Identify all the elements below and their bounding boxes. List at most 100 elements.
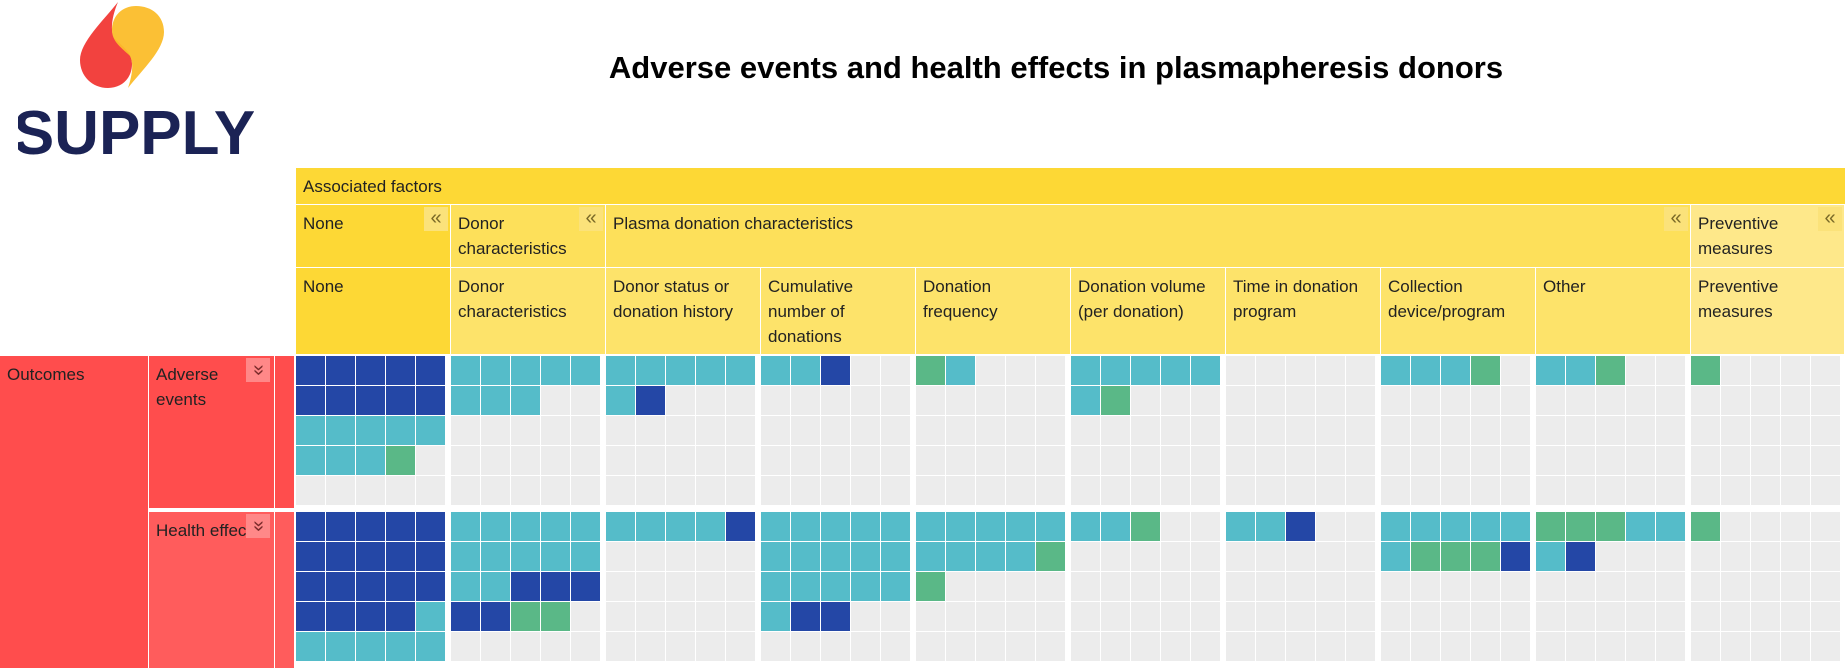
evidence-square[interactable] [881, 572, 910, 601]
evidence-square[interactable] [416, 356, 445, 385]
evidence-square[interactable] [326, 542, 355, 571]
evidence-square[interactable] [571, 512, 600, 541]
evidence-square[interactable] [636, 512, 665, 541]
evidence-square[interactable] [1101, 512, 1130, 541]
evidence-square[interactable] [1471, 542, 1500, 571]
evidence-square[interactable] [1536, 512, 1565, 541]
evidence-square[interactable] [916, 542, 945, 571]
evidence-square[interactable] [416, 572, 445, 601]
evidence-square[interactable] [356, 632, 385, 661]
evidence-square[interactable] [1131, 356, 1160, 385]
evidence-square[interactable] [356, 386, 385, 415]
evidence-square[interactable] [1536, 542, 1565, 571]
evidence-square[interactable] [1596, 356, 1625, 385]
evidence-square[interactable] [1071, 356, 1100, 385]
evidence-square[interactable] [571, 572, 600, 601]
evidence-square[interactable] [571, 542, 600, 571]
evidence-square[interactable] [356, 512, 385, 541]
evidence-square[interactable] [1566, 512, 1595, 541]
evidence-square[interactable] [1656, 512, 1685, 541]
evidence-square[interactable] [326, 512, 355, 541]
evidence-square[interactable] [386, 572, 415, 601]
evidence-square[interactable] [1381, 512, 1410, 541]
evidence-square[interactable] [326, 632, 355, 661]
evidence-square[interactable] [451, 356, 480, 385]
evidence-square[interactable] [851, 512, 880, 541]
evidence-square[interactable] [696, 356, 725, 385]
evidence-square[interactable] [356, 356, 385, 385]
evidence-square[interactable] [386, 512, 415, 541]
evidence-square[interactable] [481, 542, 510, 571]
evidence-square[interactable] [511, 572, 540, 601]
evidence-square[interactable] [541, 356, 570, 385]
evidence-square[interactable] [326, 386, 355, 415]
evidence-square[interactable] [1191, 356, 1220, 385]
evidence-square[interactable] [946, 542, 975, 571]
evidence-square[interactable] [761, 602, 790, 631]
evidence-square[interactable] [386, 446, 415, 475]
evidence-square[interactable] [791, 542, 820, 571]
evidence-square[interactable] [881, 542, 910, 571]
evidence-square[interactable] [356, 542, 385, 571]
evidence-square[interactable] [636, 386, 665, 415]
evidence-square[interactable] [386, 356, 415, 385]
evidence-square[interactable] [1691, 356, 1720, 385]
evidence-square[interactable] [481, 572, 510, 601]
evidence-square[interactable] [1286, 512, 1315, 541]
evidence-square[interactable] [451, 512, 480, 541]
evidence-square[interactable] [976, 512, 1005, 541]
evidence-square[interactable] [1006, 512, 1035, 541]
evidence-square[interactable] [386, 416, 415, 445]
evidence-square[interactable] [356, 446, 385, 475]
evidence-square[interactable] [791, 356, 820, 385]
evidence-square[interactable] [541, 572, 570, 601]
evidence-square[interactable] [821, 512, 850, 541]
evidence-square[interactable] [416, 416, 445, 445]
evidence-square[interactable] [511, 386, 540, 415]
evidence-square[interactable] [416, 512, 445, 541]
evidence-square[interactable] [511, 602, 540, 631]
evidence-square[interactable] [1071, 386, 1100, 415]
evidence-square[interactable] [481, 386, 510, 415]
evidence-square[interactable] [1471, 512, 1500, 541]
evidence-square[interactable] [851, 572, 880, 601]
evidence-square[interactable] [451, 542, 480, 571]
evidence-square[interactable] [606, 386, 635, 415]
evidence-square[interactable] [1411, 542, 1440, 571]
evidence-square[interactable] [606, 356, 635, 385]
evidence-square[interactable] [821, 572, 850, 601]
evidence-square[interactable] [571, 356, 600, 385]
evidence-square[interactable] [1131, 512, 1160, 541]
evidence-square[interactable] [1101, 386, 1130, 415]
evidence-square[interactable] [296, 356, 325, 385]
evidence-square[interactable] [821, 542, 850, 571]
evidence-square[interactable] [1566, 542, 1595, 571]
evidence-square[interactable] [481, 356, 510, 385]
evidence-square[interactable] [1036, 512, 1065, 541]
evidence-square[interactable] [1626, 512, 1655, 541]
evidence-square[interactable] [916, 356, 945, 385]
evidence-square[interactable] [386, 632, 415, 661]
evidence-square[interactable] [356, 572, 385, 601]
evidence-square[interactable] [726, 356, 755, 385]
evidence-square[interactable] [761, 542, 790, 571]
evidence-square[interactable] [606, 512, 635, 541]
evidence-square[interactable] [541, 542, 570, 571]
evidence-square[interactable] [976, 542, 1005, 571]
evidence-square[interactable] [296, 572, 325, 601]
evidence-square[interactable] [451, 386, 480, 415]
evidence-square[interactable] [296, 386, 325, 415]
evidence-square[interactable] [696, 512, 725, 541]
evidence-square[interactable] [761, 572, 790, 601]
evidence-square[interactable] [416, 386, 445, 415]
evidence-square[interactable] [916, 512, 945, 541]
collapse-row-button-1[interactable]: » [246, 514, 270, 538]
collapse-group-button-2[interactable]: « [1664, 207, 1688, 231]
collapse-row-button-0[interactable]: » [246, 358, 270, 382]
evidence-square[interactable] [1411, 512, 1440, 541]
evidence-square[interactable] [356, 602, 385, 631]
evidence-square[interactable] [481, 602, 510, 631]
evidence-square[interactable] [326, 416, 355, 445]
evidence-square[interactable] [1501, 542, 1530, 571]
evidence-square[interactable] [386, 386, 415, 415]
